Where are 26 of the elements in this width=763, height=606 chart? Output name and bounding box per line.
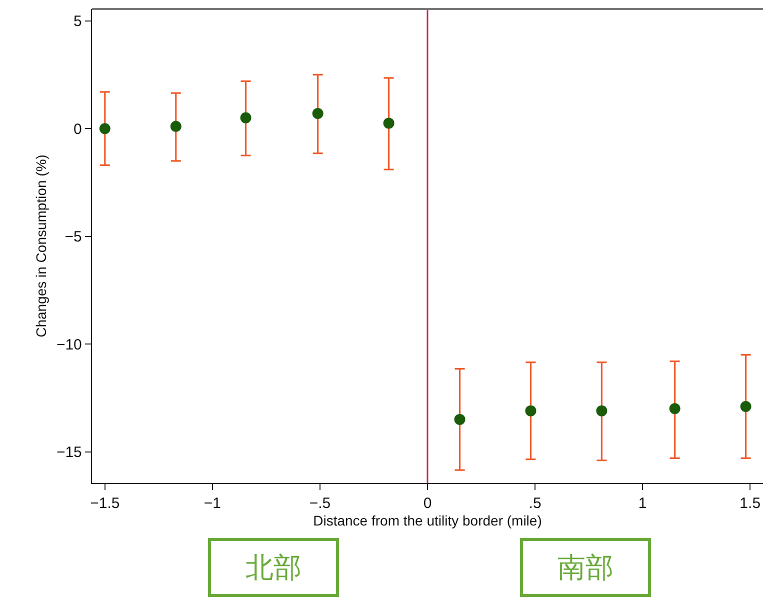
y-tick-label: −5 [64, 228, 82, 246]
point [669, 403, 680, 414]
x-tick-label: 1 [638, 495, 647, 512]
point [525, 405, 536, 416]
point [596, 405, 608, 416]
x-tick-label: 0 [423, 495, 432, 512]
x-tick-label: −.5 [309, 495, 331, 512]
x-tick-label: −1 [204, 495, 221, 512]
text: 北部 [246, 551, 302, 584]
x-axis-title: Distance from the utility border (mile) [313, 512, 542, 528]
point [170, 120, 182, 132]
point [312, 108, 324, 119]
point [383, 118, 394, 129]
point [240, 112, 252, 124]
x-tick-label: .5 [528, 495, 542, 512]
x-tick-label: −1.5 [90, 495, 120, 512]
y-tick-label: 5 [74, 13, 82, 30]
x-tick-label: 1.5 [740, 495, 761, 512]
point [740, 401, 752, 412]
y-tick-label: −10 [56, 336, 82, 354]
y-tick-label: 0 [74, 120, 82, 138]
y-tick-label: −15 [56, 444, 82, 462]
y-axis-title: Changes in Consumption (%) [33, 154, 50, 338]
point [454, 414, 466, 425]
text: 南部 [558, 551, 614, 584]
point [99, 123, 110, 134]
